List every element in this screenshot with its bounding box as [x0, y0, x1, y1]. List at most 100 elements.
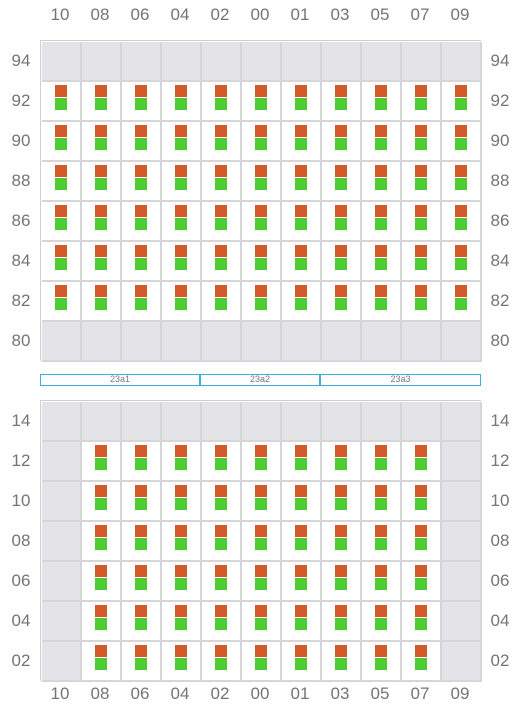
slot-84-09[interactable] — [442, 242, 482, 282]
zone-23a1[interactable]: 23a1 — [40, 374, 200, 386]
slot-10-08[interactable] — [82, 482, 122, 522]
slot-88-07[interactable] — [402, 162, 442, 202]
slot-82-03[interactable] — [322, 282, 362, 322]
slot-90-05[interactable] — [362, 122, 402, 162]
slot-92-06[interactable] — [122, 82, 162, 122]
slot-86-00[interactable] — [242, 202, 282, 242]
slot-08-00[interactable] — [242, 522, 282, 562]
slot-10-03[interactable] — [322, 482, 362, 522]
slot-86-03[interactable] — [322, 202, 362, 242]
slot-86-08[interactable] — [82, 202, 122, 242]
slot-04-01[interactable] — [282, 602, 322, 642]
slot-86-06[interactable] — [122, 202, 162, 242]
slot-02-00[interactable] — [242, 642, 282, 682]
slot-88-05[interactable] — [362, 162, 402, 202]
slot-92-00[interactable] — [242, 82, 282, 122]
slot-06-03[interactable] — [322, 562, 362, 602]
slot-92-04[interactable] — [162, 82, 202, 122]
slot-90-01[interactable] — [282, 122, 322, 162]
zone-23a3[interactable]: 23a3 — [320, 374, 481, 386]
slot-84-04[interactable] — [162, 242, 202, 282]
slot-02-06[interactable] — [122, 642, 162, 682]
slot-84-03[interactable] — [322, 242, 362, 282]
slot-02-03[interactable] — [322, 642, 362, 682]
slot-86-07[interactable] — [402, 202, 442, 242]
slot-02-05[interactable] — [362, 642, 402, 682]
slot-92-08[interactable] — [82, 82, 122, 122]
slot-88-02[interactable] — [202, 162, 242, 202]
slot-84-06[interactable] — [122, 242, 162, 282]
slot-02-04[interactable] — [162, 642, 202, 682]
slot-84-01[interactable] — [282, 242, 322, 282]
slot-88-03[interactable] — [322, 162, 362, 202]
slot-90-07[interactable] — [402, 122, 442, 162]
slot-10-04[interactable] — [162, 482, 202, 522]
slot-06-06[interactable] — [122, 562, 162, 602]
slot-06-05[interactable] — [362, 562, 402, 602]
slot-04-06[interactable] — [122, 602, 162, 642]
slot-90-08[interactable] — [82, 122, 122, 162]
slot-88-04[interactable] — [162, 162, 202, 202]
slot-82-01[interactable] — [282, 282, 322, 322]
slot-88-06[interactable] — [122, 162, 162, 202]
slot-92-05[interactable] — [362, 82, 402, 122]
slot-92-10[interactable] — [42, 82, 82, 122]
slot-10-02[interactable] — [202, 482, 242, 522]
slot-88-10[interactable] — [42, 162, 82, 202]
slot-02-08[interactable] — [82, 642, 122, 682]
slot-02-02[interactable] — [202, 642, 242, 682]
slot-82-00[interactable] — [242, 282, 282, 322]
slot-10-01[interactable] — [282, 482, 322, 522]
slot-12-00[interactable] — [242, 442, 282, 482]
slot-82-09[interactable] — [442, 282, 482, 322]
slot-90-00[interactable] — [242, 122, 282, 162]
slot-12-01[interactable] — [282, 442, 322, 482]
slot-88-08[interactable] — [82, 162, 122, 202]
slot-08-06[interactable] — [122, 522, 162, 562]
slot-08-03[interactable] — [322, 522, 362, 562]
slot-92-02[interactable] — [202, 82, 242, 122]
slot-10-06[interactable] — [122, 482, 162, 522]
slot-92-01[interactable] — [282, 82, 322, 122]
slot-06-00[interactable] — [242, 562, 282, 602]
slot-90-04[interactable] — [162, 122, 202, 162]
slot-90-02[interactable] — [202, 122, 242, 162]
slot-82-05[interactable] — [362, 282, 402, 322]
slot-86-10[interactable] — [42, 202, 82, 242]
slot-12-05[interactable] — [362, 442, 402, 482]
slot-88-00[interactable] — [242, 162, 282, 202]
slot-90-10[interactable] — [42, 122, 82, 162]
slot-04-02[interactable] — [202, 602, 242, 642]
slot-84-08[interactable] — [82, 242, 122, 282]
slot-04-03[interactable] — [322, 602, 362, 642]
slot-12-04[interactable] — [162, 442, 202, 482]
slot-12-03[interactable] — [322, 442, 362, 482]
slot-82-02[interactable] — [202, 282, 242, 322]
slot-04-07[interactable] — [402, 602, 442, 642]
slot-92-03[interactable] — [322, 82, 362, 122]
slot-84-10[interactable] — [42, 242, 82, 282]
slot-10-05[interactable] — [362, 482, 402, 522]
slot-90-06[interactable] — [122, 122, 162, 162]
slot-06-08[interactable] — [82, 562, 122, 602]
slot-06-04[interactable] — [162, 562, 202, 602]
slot-04-00[interactable] — [242, 602, 282, 642]
slot-86-02[interactable] — [202, 202, 242, 242]
slot-84-00[interactable] — [242, 242, 282, 282]
slot-08-01[interactable] — [282, 522, 322, 562]
slot-10-07[interactable] — [402, 482, 442, 522]
slot-84-02[interactable] — [202, 242, 242, 282]
slot-08-02[interactable] — [202, 522, 242, 562]
slot-82-08[interactable] — [82, 282, 122, 322]
slot-04-04[interactable] — [162, 602, 202, 642]
slot-08-07[interactable] — [402, 522, 442, 562]
slot-90-09[interactable] — [442, 122, 482, 162]
slot-90-03[interactable] — [322, 122, 362, 162]
slot-06-02[interactable] — [202, 562, 242, 602]
slot-84-07[interactable] — [402, 242, 442, 282]
slot-84-05[interactable] — [362, 242, 402, 282]
slot-04-05[interactable] — [362, 602, 402, 642]
zone-23a2[interactable]: 23a2 — [200, 374, 320, 386]
slot-08-05[interactable] — [362, 522, 402, 562]
slot-04-08[interactable] — [82, 602, 122, 642]
